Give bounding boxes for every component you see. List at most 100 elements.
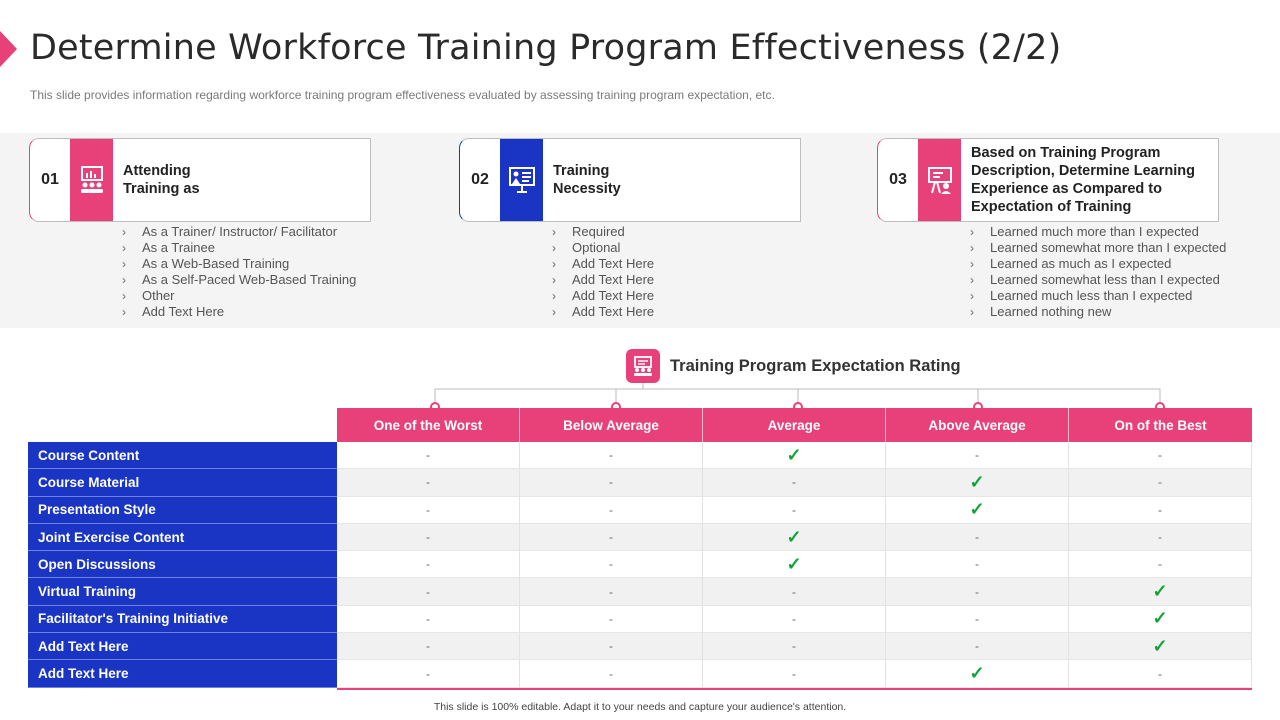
chevron-right-icon: ›: [552, 305, 556, 319]
table-cell: -: [337, 633, 520, 661]
column-header: Below Average: [520, 408, 703, 442]
chevron-right-icon: ›: [552, 257, 556, 271]
row-label: Presentation Style: [28, 496, 337, 524]
list-item: › As a Web-Based Training: [122, 256, 290, 271]
card-number: 02: [471, 171, 489, 188]
chevron-right-icon: ›: [122, 241, 126, 255]
row-label: Course Material: [28, 469, 337, 497]
table-cell: -: [886, 633, 1069, 661]
table-cell: -: [337, 442, 520, 470]
list-item: › Other: [122, 288, 175, 303]
table-row: Course Material - - - ✓ -: [28, 469, 1252, 497]
table-cell: -: [337, 523, 520, 552]
card-number: 01: [41, 171, 59, 188]
table-cell: -: [520, 469, 703, 497]
table-cell: -: [337, 469, 520, 497]
chevron-right-icon: ›: [552, 225, 556, 239]
list-learning-experience: › Learned much more than I expected › Lear…: [970, 224, 1226, 320]
table-cell: -: [520, 578, 703, 606]
list-item: › Required: [552, 224, 625, 239]
chevron-right-icon: ›: [970, 289, 974, 303]
row-label: Add Text Here: [28, 660, 337, 688]
list-training-necessity: › Required › Optional › Add Text Here › Add …: [552, 224, 654, 320]
table-cell: -: [520, 605, 703, 634]
table-cell: -: [337, 551, 520, 579]
chevron-right-icon: ›: [552, 241, 556, 255]
page-subtitle: This slide provides information regardin…: [30, 88, 775, 102]
check-icon: ✓: [1069, 578, 1252, 606]
card-training-necessity: 02 Training Necessity: [459, 138, 801, 222]
list-item: › Add Text Here: [552, 256, 655, 271]
row-label: Course Content: [28, 442, 337, 470]
list-item: › As a Self-Paced Web-Based Training: [122, 272, 357, 287]
row-label: Facilitator's Training Initiative: [28, 605, 337, 634]
rating-header: Training Program Expectation Rating: [626, 349, 961, 383]
row-label: Open Discussions: [28, 551, 337, 579]
table-cell: -: [1069, 442, 1252, 470]
table-bottom-rule: [337, 688, 1252, 690]
table-cell: -: [337, 660, 520, 688]
list-item: › Add Text Here: [122, 304, 225, 319]
check-icon: ✓: [1069, 633, 1252, 661]
card-number: 03: [889, 171, 907, 188]
rating-table-header: One of the Worst Below Average Average A…: [337, 408, 1252, 442]
table-cell: -: [703, 660, 886, 688]
table-cell: -: [886, 551, 1069, 579]
list-item: › Learned somewhat more than I expected: [970, 240, 1227, 255]
chevron-right-icon: ›: [122, 289, 126, 303]
table-cell: -: [1069, 469, 1252, 497]
chevron-right-icon: ›: [122, 305, 126, 319]
chevron-right-icon: ›: [122, 273, 126, 287]
table-row: Course Content - - ✓ - -: [28, 442, 1252, 470]
chevron-right-icon: ›: [552, 273, 556, 287]
row-label: Virtual Training: [28, 578, 337, 606]
list-item: › Learned much less than I expected: [970, 288, 1193, 303]
table-cell: -: [337, 605, 520, 634]
table-row: Add Text Here - - - - ✓: [28, 633, 1252, 661]
table-cell: -: [886, 578, 1069, 606]
table-cell: -: [520, 660, 703, 688]
list-item: › Add Text Here: [552, 288, 655, 303]
presenter-easel-icon: [918, 139, 961, 221]
list-item: › Optional: [552, 240, 621, 255]
check-icon: ✓: [703, 523, 886, 552]
title-accent-marker: [0, 31, 17, 67]
check-icon: ✓: [886, 469, 1069, 497]
chevron-right-icon: ›: [970, 241, 974, 255]
table-row: Virtual Training - - - - ✓: [28, 578, 1252, 606]
classroom-icon: [70, 139, 113, 221]
table-row: Facilitator's Training Initiative - - - - ✓: [28, 605, 1252, 634]
presentation-board-icon: [500, 139, 543, 221]
table-cell: -: [703, 469, 886, 497]
card-title: Training Necessity: [553, 163, 621, 197]
table-cell: -: [1069, 551, 1252, 579]
table-cell: -: [1069, 523, 1252, 552]
list-attending-training: › As a Trainer/ Instructor/ Facilitator ›…: [122, 224, 356, 320]
table-cell: -: [703, 578, 886, 606]
table-cell: -: [703, 496, 886, 524]
list-item: › Add Text Here: [552, 304, 655, 319]
card-title: Attending Training as: [123, 163, 200, 197]
column-header: On of the Best: [1069, 408, 1252, 442]
chevron-right-icon: ›: [552, 289, 556, 303]
table-row: Add Text Here - - - ✓ -: [28, 660, 1252, 688]
table-cell: -: [520, 633, 703, 661]
table-row: Joint Exercise Content - - ✓ - -: [28, 523, 1252, 552]
chevron-right-icon: ›: [122, 225, 126, 239]
list-item: › As a Trainer/ Instructor/ Facilitator: [122, 224, 338, 239]
card-learning-experience: 03 Based on Training Program Description…: [877, 138, 1219, 222]
list-item: › Learned nothing new: [970, 304, 1112, 319]
list-item: › Learned as much as I expected: [970, 256, 1172, 271]
table-cell: -: [337, 578, 520, 606]
column-header: Above Average: [886, 408, 1069, 442]
check-icon: ✓: [703, 551, 886, 579]
table-cell: -: [520, 442, 703, 470]
chevron-right-icon: ›: [970, 305, 974, 319]
check-icon: ✓: [703, 442, 886, 470]
list-item: › Learned somewhat less than I expected: [970, 272, 1220, 287]
card-title: Based on Training Program Description, D…: [971, 145, 1195, 215]
column-header: Average: [703, 408, 886, 442]
card-attending-training: 01 Attending Training as: [29, 138, 371, 222]
table-cell: -: [337, 496, 520, 524]
table-row: Open Discussions - - ✓ - -: [28, 551, 1252, 579]
